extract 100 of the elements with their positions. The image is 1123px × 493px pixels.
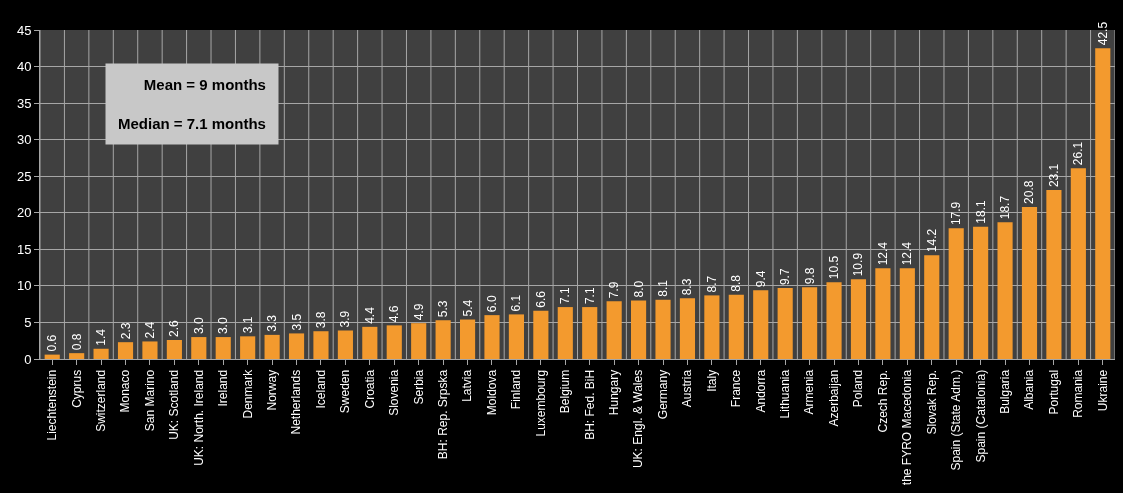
x-tick-label: Romania xyxy=(1071,369,1086,418)
x-tick-label: Slovak Rep. xyxy=(924,369,939,435)
y-tick-label: 5 xyxy=(24,314,32,330)
y-tick-label: 0 xyxy=(24,351,32,367)
bar xyxy=(826,282,842,359)
data-label: 14.2 xyxy=(924,228,939,253)
bar xyxy=(557,307,573,359)
x-tick-label: Norway xyxy=(265,369,279,411)
bar xyxy=(1021,206,1038,359)
bar xyxy=(215,337,231,359)
data-label: 3.5 xyxy=(289,313,304,331)
data-label: 6.6 xyxy=(533,290,548,308)
bar xyxy=(1046,190,1062,359)
y-tick-label: 10 xyxy=(16,278,32,294)
bar xyxy=(948,228,964,359)
bar xyxy=(44,354,60,359)
data-label: 5.4 xyxy=(460,299,475,317)
x-tick-label: Iceland xyxy=(313,369,328,409)
bar xyxy=(679,298,696,359)
x-tick-label: Lithuania xyxy=(778,369,793,419)
data-label: 9.7 xyxy=(778,268,793,286)
bar xyxy=(93,348,109,359)
bar xyxy=(582,307,598,359)
data-label: 7.9 xyxy=(607,281,622,299)
bar xyxy=(117,342,134,359)
x-tick-label: Hungary xyxy=(607,369,622,416)
x-tick-label: Moldova xyxy=(484,369,499,416)
bar xyxy=(508,314,524,359)
data-label: 12.4 xyxy=(875,241,890,266)
y-tick-label: 40 xyxy=(16,59,32,75)
bar xyxy=(166,339,182,359)
data-label: 8.0 xyxy=(631,280,646,298)
data-label: 3.0 xyxy=(191,317,206,335)
data-label: 3.8 xyxy=(313,311,328,329)
bar xyxy=(606,301,622,359)
data-label: 0.8 xyxy=(69,333,84,351)
annotation: Mean = 9 months xyxy=(143,76,266,93)
x-tick-label: UK: Engl. & Wales xyxy=(631,369,646,469)
bar xyxy=(875,268,891,359)
y-tick-label: 25 xyxy=(16,168,32,184)
bar xyxy=(411,323,427,359)
x-tick-label: Ireland xyxy=(216,369,231,407)
x-tick-label: Belgium xyxy=(558,369,573,414)
bar xyxy=(313,331,329,359)
data-label: 4.6 xyxy=(387,305,402,323)
bar xyxy=(924,255,940,359)
data-label: 12.4 xyxy=(900,241,915,266)
data-label: 18.1 xyxy=(973,199,988,224)
bar xyxy=(777,288,793,359)
x-tick-label: Cyprus xyxy=(69,369,84,408)
bar xyxy=(288,333,305,359)
x-tick-label: Finland xyxy=(509,369,524,410)
x-tick-label: Spain (Catalonia) xyxy=(973,369,988,463)
bar xyxy=(973,226,989,359)
x-tick-label: the FYRO Macedonia xyxy=(900,369,915,486)
bar xyxy=(753,290,769,359)
bar xyxy=(899,268,915,359)
x-tick-label: Liechtenstein xyxy=(45,369,60,441)
bar xyxy=(191,337,207,359)
bar xyxy=(704,295,720,359)
bar xyxy=(802,287,818,359)
bar xyxy=(728,294,744,359)
bar xyxy=(69,353,85,359)
data-label: 6.0 xyxy=(484,295,499,313)
x-tick-label: Portugal xyxy=(1046,369,1061,415)
data-label: 7.1 xyxy=(558,287,573,305)
x-tick-label: Czech Rep. xyxy=(875,369,890,433)
x-tick-label: Spain (State Adm.) xyxy=(949,369,964,471)
data-label: 4.4 xyxy=(362,306,377,324)
x-tick-label: Latvia xyxy=(460,369,475,402)
bar xyxy=(533,310,549,359)
data-label: 1.4 xyxy=(94,328,109,346)
x-tick-label: Albania xyxy=(1022,369,1037,410)
x-tick-label: Monaco xyxy=(118,369,133,413)
x-tick-label: Poland xyxy=(851,369,866,408)
x-tick-label: Sweden xyxy=(338,369,353,414)
x-tick-label: BH: Fed. BiH xyxy=(582,369,597,440)
data-label: 2.3 xyxy=(118,322,133,340)
annotation: Median = 7.1 months xyxy=(118,115,266,132)
data-label: 5.3 xyxy=(436,300,451,318)
data-label: 9.8 xyxy=(802,267,817,285)
y-tick-label: 30 xyxy=(16,132,32,148)
data-label: 18.7 xyxy=(998,195,1013,220)
data-label: 8.1 xyxy=(656,279,671,297)
bar xyxy=(1095,48,1111,359)
data-label: 10.9 xyxy=(851,252,866,277)
data-label: 8.3 xyxy=(680,278,695,296)
data-label: 2.6 xyxy=(167,319,182,337)
y-tick-label: 20 xyxy=(16,205,32,221)
y-tick-label: 15 xyxy=(16,241,32,257)
data-label: 7.1 xyxy=(582,287,597,305)
x-tick-label: Italy xyxy=(704,369,719,392)
bar xyxy=(337,330,353,359)
x-tick-label: France xyxy=(729,369,744,408)
bar xyxy=(240,336,256,359)
data-label: 2.4 xyxy=(142,321,157,339)
x-tick-label: UK: Scotland xyxy=(167,369,182,440)
bar xyxy=(264,334,280,359)
x-tick-label: Armenia xyxy=(802,369,817,415)
bar xyxy=(997,222,1013,359)
